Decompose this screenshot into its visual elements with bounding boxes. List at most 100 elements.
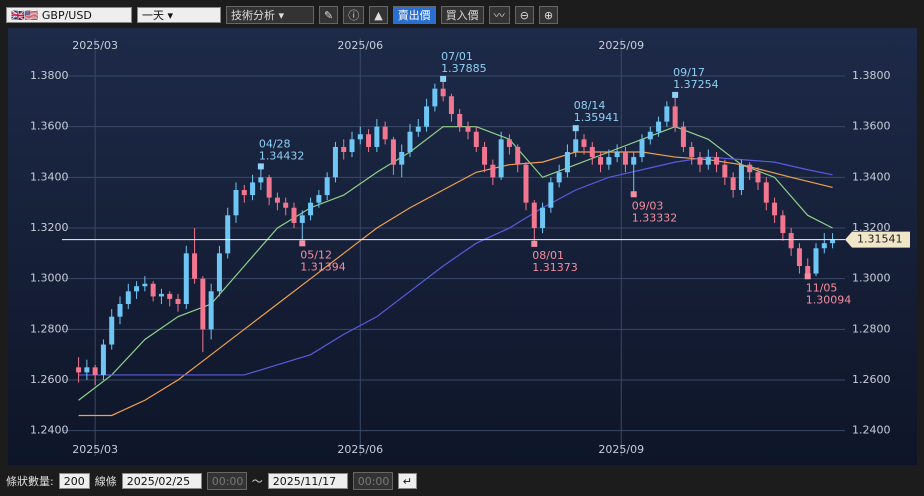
candle-body — [142, 283, 148, 287]
candle-body — [697, 157, 703, 165]
candle-body — [192, 253, 198, 279]
candle-body — [175, 298, 181, 304]
candle-body — [705, 157, 711, 165]
y-tick-label-right: 1.2600 — [852, 373, 891, 386]
candle-body — [183, 253, 189, 304]
symbol-select[interactable]: 🇬🇧🇺🇸 GBP/USD — [6, 7, 132, 23]
candle-body — [274, 197, 280, 203]
count-label: 條狀數量: — [6, 475, 54, 488]
candle-body — [498, 139, 504, 178]
candle-body — [266, 177, 272, 198]
period-select[interactable]: 一天 ▾ — [137, 7, 221, 23]
symbol: GBP/USD — [41, 9, 92, 22]
candle-body — [606, 157, 612, 165]
candle-body — [614, 152, 620, 158]
candle-body — [448, 96, 454, 114]
zoom-out-button[interactable]: ⊖ — [514, 6, 534, 24]
extreme-value: 1.33332 — [632, 211, 678, 224]
count-input[interactable]: 200 — [58, 473, 90, 489]
extreme-date: 09/03 — [632, 199, 664, 212]
moving-average — [78, 151, 833, 417]
draw-button[interactable]: ✎ — [319, 6, 339, 24]
extreme-marker — [672, 91, 679, 98]
extreme-marker — [440, 75, 447, 82]
candle-body — [332, 146, 338, 178]
x-tick-label-bottom: 2025/09 — [598, 443, 644, 456]
x-tick-label-bottom: 2025/03 — [72, 443, 118, 456]
analysis: 技術分析 — [231, 9, 275, 22]
candle-body — [581, 139, 587, 147]
y-tick-label-right: 1.3400 — [852, 170, 891, 183]
candle-body — [656, 121, 662, 132]
last-price-label: 1.31541 — [857, 233, 903, 246]
extreme-value: 1.34432 — [259, 149, 305, 162]
candle-body — [390, 139, 396, 165]
candle-body — [399, 152, 405, 165]
analysis-button[interactable]: 技術分析 ▾ — [226, 6, 314, 24]
candle-body — [573, 139, 579, 152]
candle-body — [772, 202, 778, 216]
candle-body — [548, 182, 554, 208]
y-tick-label: 1.3200 — [30, 221, 69, 234]
candle-body — [540, 207, 546, 228]
extreme-value: 1.31394 — [300, 260, 346, 273]
candle-body — [341, 146, 347, 152]
info-button[interactable]: ⓘ — [343, 6, 365, 24]
candle-body — [76, 367, 82, 373]
ask-button[interactable]: 買入價 — [440, 6, 484, 24]
to-time[interactable]: 00:00 — [352, 472, 393, 490]
last-price-tag — [845, 231, 910, 248]
y-tick-label-right: 1.3200 — [852, 221, 891, 234]
candle-body — [424, 106, 430, 127]
candle-body — [299, 215, 305, 223]
candle-body — [415, 126, 421, 132]
indicator-button[interactable]: 〰 — [488, 6, 510, 24]
moving-average — [78, 156, 833, 376]
candle-body — [100, 344, 106, 375]
extreme-date: 07/01 — [441, 50, 473, 63]
from-date[interactable]: 2025/02/25 — [121, 473, 202, 489]
candle-body — [357, 134, 363, 140]
candle-body — [150, 283, 156, 297]
candle-body — [316, 195, 322, 203]
chart-style-button[interactable]: ▲ — [369, 6, 388, 24]
candle-body — [755, 172, 761, 183]
candle-body — [382, 126, 388, 140]
y-tick-label: 1.3600 — [30, 120, 69, 133]
candle-body — [780, 215, 786, 234]
candle-body — [722, 164, 728, 178]
y-tick-label-right: 1.3800 — [852, 69, 891, 82]
x-tick-label: 2025/09 — [598, 39, 644, 52]
candle-body — [84, 367, 90, 373]
candle-body — [407, 131, 413, 152]
extreme-marker — [630, 191, 637, 198]
apply-button[interactable]: ↵ — [397, 473, 417, 489]
extreme-value: 1.31373 — [532, 261, 578, 274]
bid-button[interactable]: 賣出價 — [392, 6, 436, 24]
candle-body — [680, 126, 686, 147]
candle-body — [830, 239, 836, 244]
from-time[interactable]: 00:00 — [206, 472, 247, 490]
candle-body — [805, 266, 811, 274]
candle-body — [747, 164, 753, 173]
to-date[interactable]: 2025/11/17 — [267, 473, 348, 489]
candle-body — [506, 139, 512, 147]
candle-body — [631, 157, 637, 165]
candle-body — [200, 278, 206, 330]
footer: 條狀數量: 200 線條 2025/02/25 00:00 ～ 2025/11/… — [0, 470, 924, 492]
candle-body — [639, 139, 645, 158]
candle-body — [158, 293, 164, 297]
candle-body — [92, 367, 98, 375]
candle-body — [109, 316, 115, 345]
candle-body — [440, 88, 446, 97]
candle-body — [482, 146, 488, 165]
zoom-in-button[interactable]: ⊕ — [538, 6, 559, 24]
extreme-marker — [257, 163, 264, 170]
candle-body — [813, 248, 819, 274]
candle-body — [233, 190, 239, 216]
candle-body — [216, 253, 222, 292]
extreme-date: 04/28 — [259, 137, 291, 150]
x-tick-label: 2025/03 — [72, 39, 118, 52]
candle-body — [283, 202, 289, 208]
x-tick-label-bottom: 2025/06 — [337, 443, 383, 456]
